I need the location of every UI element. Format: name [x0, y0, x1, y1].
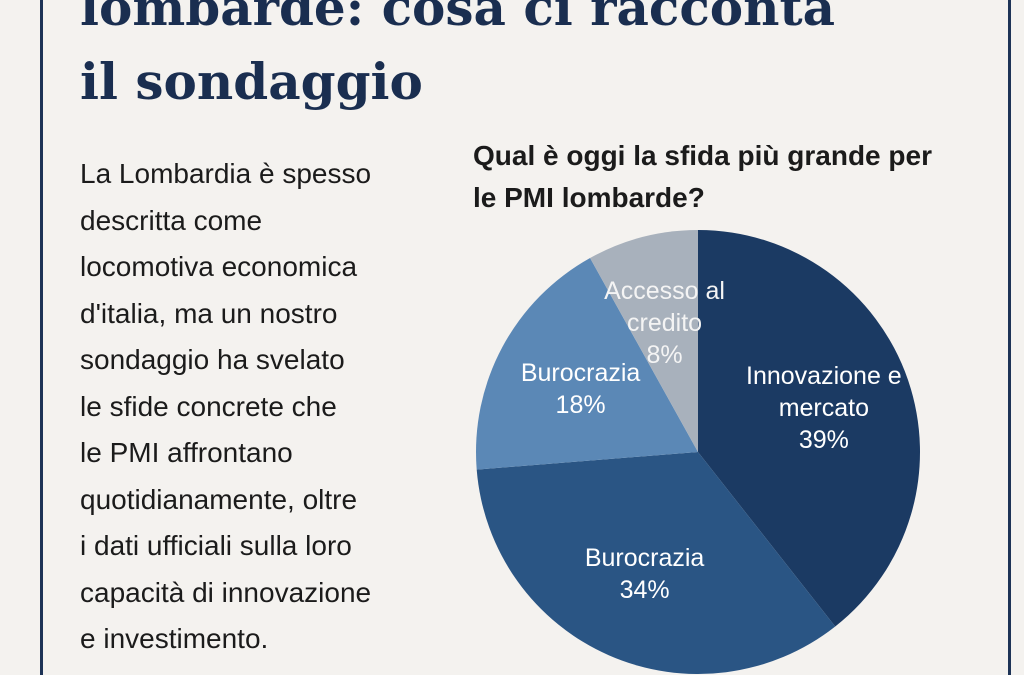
slice-label: Accesso al credito 8%	[580, 275, 750, 371]
slice-label: Innovazione e mercato 39%	[739, 360, 909, 456]
slice-category: Burocrazia	[584, 544, 705, 573]
chart-title: Qual è oggi la sfida più grande per le P…	[473, 140, 932, 213]
body-text-line: locomotiva economica	[80, 251, 358, 282]
slice-category: Innovazione e mercato	[746, 362, 902, 423]
body-text-line: quotidianamente, oltre	[80, 483, 358, 515]
pie-slice	[590, 230, 698, 452]
slice-category: Accesso al credito	[604, 277, 725, 338]
body-text-line: e investimento.	[80, 623, 269, 654]
frame-right	[1008, 0, 1011, 675]
pie-slice	[476, 258, 698, 470]
slice-value: 18%	[555, 391, 606, 420]
title-line: il sondaggio	[80, 52, 423, 111]
body-text-line: sondaggio ha svelato	[80, 344, 345, 375]
body-text-line: d'italia, ma un nostro	[80, 297, 338, 329]
slice-label: Burocrazia 18%	[496, 357, 666, 421]
slice-value: 34%	[619, 576, 670, 605]
body-text-line: La Lombardia è spesso	[80, 158, 372, 189]
pie-slice	[698, 230, 921, 627]
slice-label: Burocrazia 34%	[560, 542, 730, 606]
slice-category: Burocrazia	[520, 359, 641, 388]
pie-slice	[476, 452, 836, 674]
body-text-line: le PMI affrontano	[80, 437, 293, 468]
frame-left	[40, 0, 43, 675]
slice-value: 39%	[798, 426, 849, 455]
body-text-line: capacità di innovazione	[80, 576, 372, 608]
body-text-line: le sfide concrete che	[80, 390, 337, 422]
slice-value: 8%	[646, 341, 683, 370]
body-text-line: i dati ufficiali sulla loro	[80, 530, 352, 561]
body-text-line: descritta come	[80, 204, 263, 236]
title-line: lombarde: cosa ci racconta	[80, 0, 836, 37]
